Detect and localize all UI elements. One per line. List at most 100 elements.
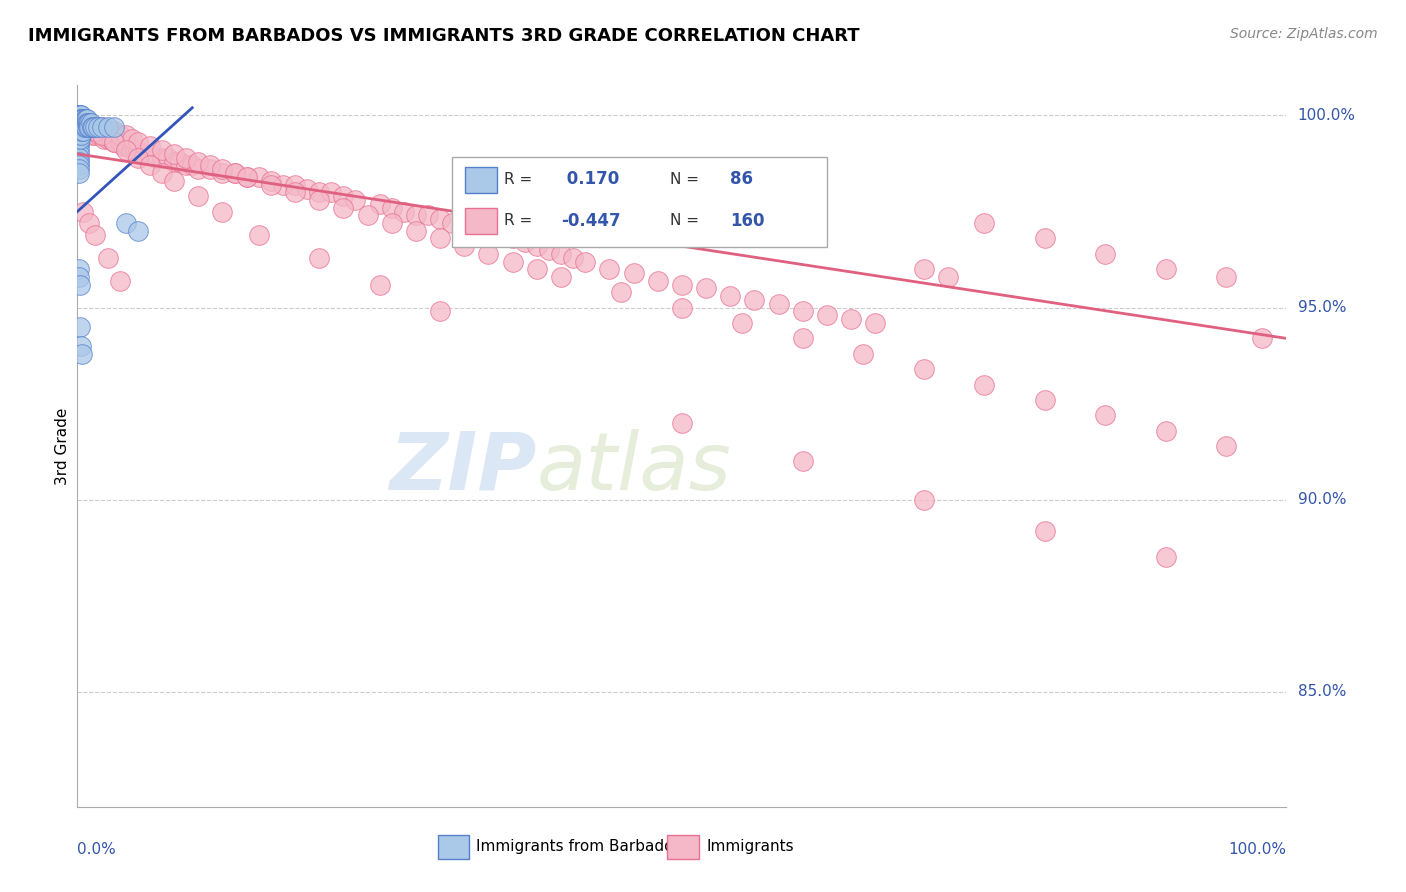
Point xyxy=(211,162,233,177)
Point xyxy=(169,154,191,169)
Point xyxy=(67,158,90,172)
Point xyxy=(90,128,112,142)
Point xyxy=(187,189,209,203)
Point xyxy=(69,124,91,138)
Point xyxy=(67,147,90,161)
Point xyxy=(610,285,633,300)
Point xyxy=(67,139,90,153)
Point xyxy=(526,239,548,253)
Point xyxy=(76,112,98,127)
Point xyxy=(127,136,149,150)
Point xyxy=(90,120,112,134)
Point xyxy=(308,251,330,265)
Point xyxy=(731,316,754,330)
Point xyxy=(429,212,451,227)
Point xyxy=(93,131,115,145)
Text: IMMIGRANTS FROM BARBADOS VS IMMIGRANTS 3RD GRADE CORRELATION CHART: IMMIGRANTS FROM BARBADOS VS IMMIGRANTS 3… xyxy=(28,27,859,45)
Point xyxy=(112,139,135,153)
Point xyxy=(72,124,94,138)
Point xyxy=(260,174,283,188)
Point xyxy=(79,116,101,130)
Point xyxy=(332,189,354,203)
Point xyxy=(295,181,318,195)
Point xyxy=(1094,409,1116,423)
Point xyxy=(84,120,107,134)
Point xyxy=(852,347,875,361)
Point xyxy=(537,243,560,257)
Point xyxy=(513,235,536,250)
Point xyxy=(75,120,97,134)
Point xyxy=(973,216,995,230)
Point xyxy=(224,166,246,180)
Point xyxy=(1215,439,1237,453)
Point xyxy=(405,208,427,222)
Point xyxy=(453,219,475,234)
Point xyxy=(121,131,143,145)
Point xyxy=(84,120,107,134)
Point xyxy=(108,274,131,288)
Text: -0.447: -0.447 xyxy=(561,211,620,229)
Text: 100.0%: 100.0% xyxy=(1298,108,1355,123)
Point xyxy=(865,316,887,330)
Point xyxy=(187,162,209,177)
Point xyxy=(489,227,512,242)
Point xyxy=(647,274,669,288)
Point xyxy=(69,277,91,292)
Text: 100.0%: 100.0% xyxy=(1229,842,1286,857)
Point xyxy=(127,224,149,238)
Point xyxy=(381,201,404,215)
Point xyxy=(235,169,257,184)
Point xyxy=(70,124,93,138)
Point xyxy=(792,304,814,318)
Point xyxy=(150,151,173,165)
Point xyxy=(157,151,180,165)
Text: R =: R = xyxy=(505,213,533,228)
Point xyxy=(73,124,96,138)
Point xyxy=(792,331,814,345)
Point xyxy=(76,116,98,130)
Text: 85.0%: 85.0% xyxy=(1298,684,1346,699)
Point xyxy=(163,147,186,161)
Point xyxy=(973,377,995,392)
Point xyxy=(163,154,186,169)
Point xyxy=(67,128,90,142)
Point xyxy=(103,120,125,134)
Point xyxy=(114,139,136,153)
Point xyxy=(70,112,93,127)
Point xyxy=(405,224,427,238)
Point xyxy=(70,120,93,134)
Point xyxy=(67,116,90,130)
Point xyxy=(139,139,162,153)
Point xyxy=(271,178,294,192)
Point xyxy=(70,116,93,130)
Point xyxy=(103,136,125,150)
Point xyxy=(70,120,93,134)
Text: ZIP: ZIP xyxy=(389,429,537,507)
Point xyxy=(117,139,139,153)
Point xyxy=(90,120,112,134)
Point xyxy=(356,208,378,222)
Point xyxy=(67,151,90,165)
Point xyxy=(100,131,122,145)
Point xyxy=(72,120,94,134)
Point xyxy=(416,208,439,222)
Text: N =: N = xyxy=(669,213,699,228)
Point xyxy=(79,116,101,130)
Point xyxy=(224,166,246,180)
Point xyxy=(69,108,91,122)
Point xyxy=(174,151,197,165)
Point xyxy=(70,120,93,134)
Point xyxy=(453,239,475,253)
Point xyxy=(75,116,97,130)
Text: R =: R = xyxy=(505,172,533,187)
FancyBboxPatch shape xyxy=(437,835,470,859)
Point xyxy=(67,120,90,134)
FancyBboxPatch shape xyxy=(453,157,827,247)
Point xyxy=(67,108,90,122)
Point xyxy=(150,143,173,157)
FancyBboxPatch shape xyxy=(668,835,699,859)
Point xyxy=(84,124,107,138)
Text: 0.0%: 0.0% xyxy=(77,842,117,857)
FancyBboxPatch shape xyxy=(465,167,496,194)
Point xyxy=(79,120,101,134)
